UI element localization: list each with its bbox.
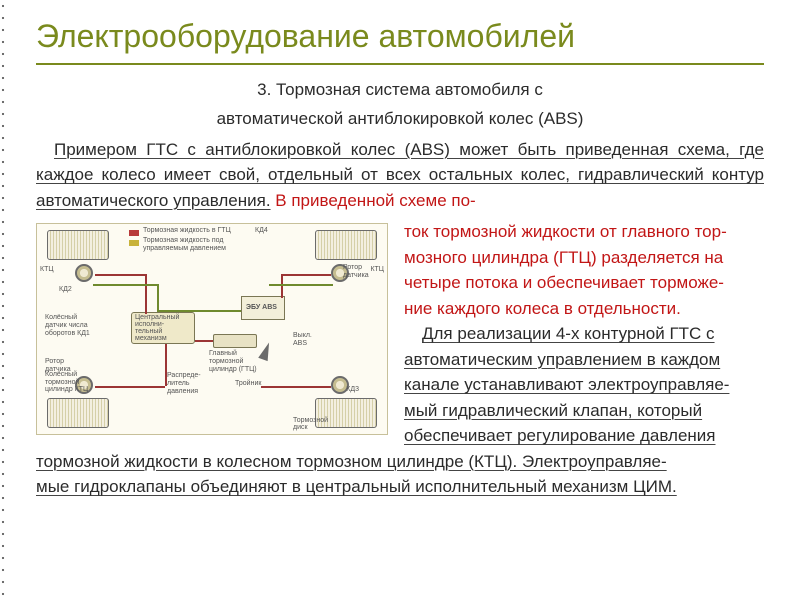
col-blk-3: канале устанавливают электроуправляе- xyxy=(404,375,729,394)
col-blk-5: обеспечивает регулирование давления xyxy=(404,426,716,445)
line-1 xyxy=(95,274,145,276)
tail-paragraph: тормозной жидкости в колесном тормозном … xyxy=(36,449,764,500)
line-5 xyxy=(195,340,213,342)
tail-2: мые гидроклапаны объединяют в центральны… xyxy=(36,477,677,496)
label-distributor: Распреде-литель давления xyxy=(167,372,211,395)
label-abs-switch: Выкл. ABS xyxy=(293,332,317,347)
col-red-4: ние каждого колеса в отдельности. xyxy=(404,299,681,318)
line-2 xyxy=(281,274,331,276)
mcyl-label: Главный тормозной цилиндр (ГТЦ) xyxy=(209,350,265,373)
two-column-region: Тормозная жидкость в ГТЦ Тормозная жидко… xyxy=(36,219,764,449)
col-blk-1: Для реализации 4-х контурной ГТС с xyxy=(422,324,715,343)
slide-content: Электрооборудование автомобилей 3. Тормо… xyxy=(0,0,800,520)
label-tee: Тройник xyxy=(235,380,261,388)
line-3 xyxy=(145,274,147,314)
col-red-1: ток тормозной жидкости от главного тор- xyxy=(404,222,727,241)
ecu-label: ЭБУ ABS xyxy=(246,304,277,312)
col-red-2: мозного цилиндра (ГТЦ) разделяется на xyxy=(404,248,723,267)
label-kd2: КД2 xyxy=(59,286,72,294)
intro-red-text: В приведенной схеме по- xyxy=(271,191,476,210)
left-dot-strip xyxy=(0,0,6,600)
sig-3 xyxy=(157,284,159,312)
intro-paragraph: Примером ГТС с антиблокировкой колес (AB… xyxy=(36,137,764,214)
legend-swatch-red xyxy=(129,230,139,236)
wheel-front-right xyxy=(315,230,377,260)
col-red-3: четыре потока и обеспечивает торможе- xyxy=(404,273,724,292)
legend-swatch-yellow xyxy=(129,240,139,246)
slide-title: Электрооборудование автомобилей xyxy=(36,18,764,55)
line-7 xyxy=(261,386,331,388)
central-unit-label: Центральный исполни- тельный механизм xyxy=(135,314,179,342)
line-4 xyxy=(281,274,283,298)
line-6 xyxy=(95,386,165,388)
label-rotor-r: Ротор датчика xyxy=(343,264,373,279)
label-pulse-sensor: Колёсный датчик числа оборотов КД1 xyxy=(45,314,93,337)
cpu-l3: тельный xyxy=(135,328,162,335)
legend-red-label: Тормозная жидкость в ГТЦ xyxy=(143,227,231,235)
legend-yellow-label: Тормозная жидкость под управляемым давле… xyxy=(143,237,233,252)
label-brake-disc: Тормозной диск xyxy=(293,417,341,432)
subtitle-line-1: 3. Тормозная система автомобиля с xyxy=(36,79,764,102)
sig-1 xyxy=(93,284,157,286)
sig-4 xyxy=(157,310,241,312)
brake-fl xyxy=(75,264,93,282)
label-kts-bl: Колёсный тормозной цилиндр КТЦ xyxy=(45,371,105,394)
cpu-l4: механизм xyxy=(135,335,167,342)
col-blk-4: мый гидравлический клапан, который xyxy=(404,401,702,420)
subtitle-line-2: автоматической антиблокировкой колес (AB… xyxy=(36,108,764,131)
tail-1: тормозной жидкости в колесном тормозном … xyxy=(36,452,667,471)
wheel-rear-left xyxy=(47,398,109,428)
cpu-l1: Центральный xyxy=(135,314,179,321)
label-kd4: КД4 xyxy=(255,227,268,235)
abs-schematic-diagram: Тормозная жидкость в ГТЦ Тормозная жидко… xyxy=(36,223,388,435)
master-cylinder xyxy=(213,334,257,348)
title-underline xyxy=(36,63,764,65)
col-blk-2: автоматическим управлением в каждом xyxy=(404,350,720,369)
wheel-front-left xyxy=(47,230,109,260)
sig-2 xyxy=(269,284,333,286)
label-kd3: КД3 xyxy=(346,386,359,394)
label-ktc-l: КТЦ xyxy=(40,266,54,274)
